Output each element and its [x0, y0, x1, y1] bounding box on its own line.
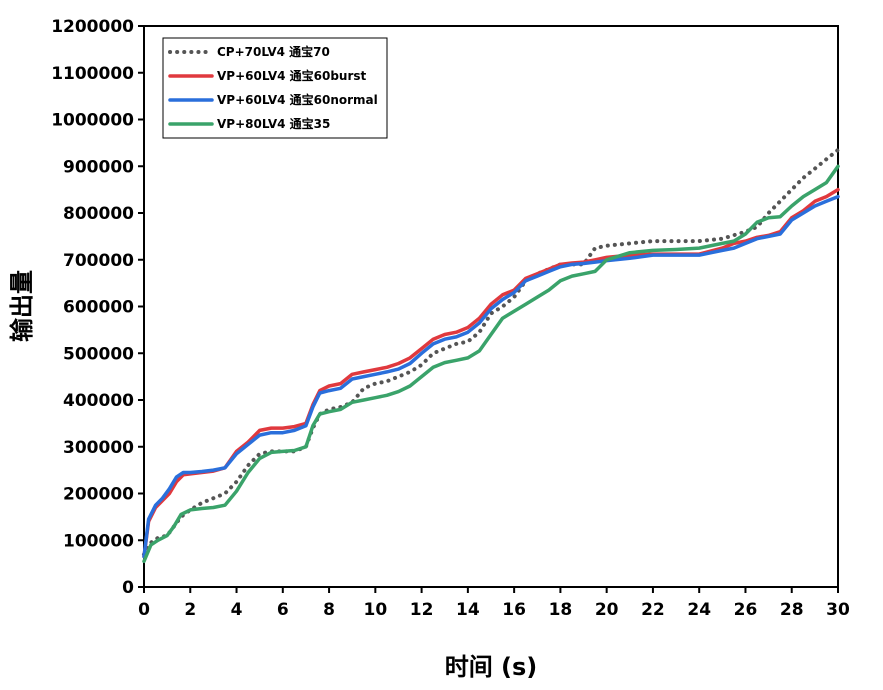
legend-label: VP+80LV4 通宝35 — [217, 116, 330, 131]
x-tick-label: 4 — [231, 600, 243, 620]
legend-label: VP+60LV4 通宝60burst — [217, 68, 367, 83]
legend-box — [162, 37, 388, 139]
x-tick-label: 14 — [456, 600, 480, 620]
y-tick-label: 500000 — [63, 344, 134, 364]
y-tick-label: 900000 — [63, 157, 134, 177]
y-tick-label: 1100000 — [51, 64, 134, 84]
y-tick-label: 700000 — [63, 251, 134, 271]
x-tick-label: 16 — [502, 600, 526, 620]
y-tick-label: 200000 — [63, 485, 134, 505]
series-line-4 — [142, 164, 840, 564]
x-tick-label: 24 — [687, 600, 711, 620]
y-axis-ticks: 0 100000 200000 300000 400000 500000 600000 700… — [51, 17, 144, 598]
x-axis-title: 时间 (s) — [445, 653, 538, 681]
legend-label: CP+70LV4 通宝70 — [217, 44, 330, 59]
y-tick-label: 1000000 — [51, 111, 134, 131]
y-tick-label: 1200000 — [51, 17, 134, 37]
x-tick-label: 6 — [277, 600, 289, 620]
x-tick-label: 0 — [138, 600, 150, 620]
y-tick-label: 100000 — [63, 531, 134, 551]
y-tick-label: 400000 — [63, 391, 134, 411]
legend: CP+70LV4 通宝70 VP+60LV4 通宝60burst VP+60LV4 … — [162, 37, 388, 139]
x-tick-label: 8 — [323, 600, 335, 620]
x-tick-label: 12 — [410, 600, 434, 620]
y-tick-label: 300000 — [63, 438, 134, 458]
y-tick-label: 0 — [122, 578, 134, 598]
series-line-3 — [142, 194, 840, 559]
x-tick-label: 22 — [641, 600, 665, 620]
x-axis-ticks: 0 2 4 6 8 10 12 14 16 18 20 22 24 26 28 30 — [138, 587, 850, 620]
legend-label: VP+60LV4 通宝60normal — [217, 92, 378, 107]
x-tick-label: 18 — [549, 600, 573, 620]
y-tick-label: 600000 — [63, 298, 134, 318]
x-tick-label: 26 — [734, 600, 758, 620]
y-tick-label: 800000 — [63, 204, 134, 224]
series-line-1 — [142, 147, 840, 557]
x-tick-label: 28 — [780, 600, 804, 620]
x-tick-label: 20 — [595, 600, 619, 620]
y-axis-title: 输出量 — [8, 270, 36, 342]
x-tick-label: 30 — [826, 600, 850, 620]
series-lines — [142, 147, 840, 564]
x-tick-label: 10 — [363, 600, 387, 620]
x-tick-label: 2 — [184, 600, 196, 620]
